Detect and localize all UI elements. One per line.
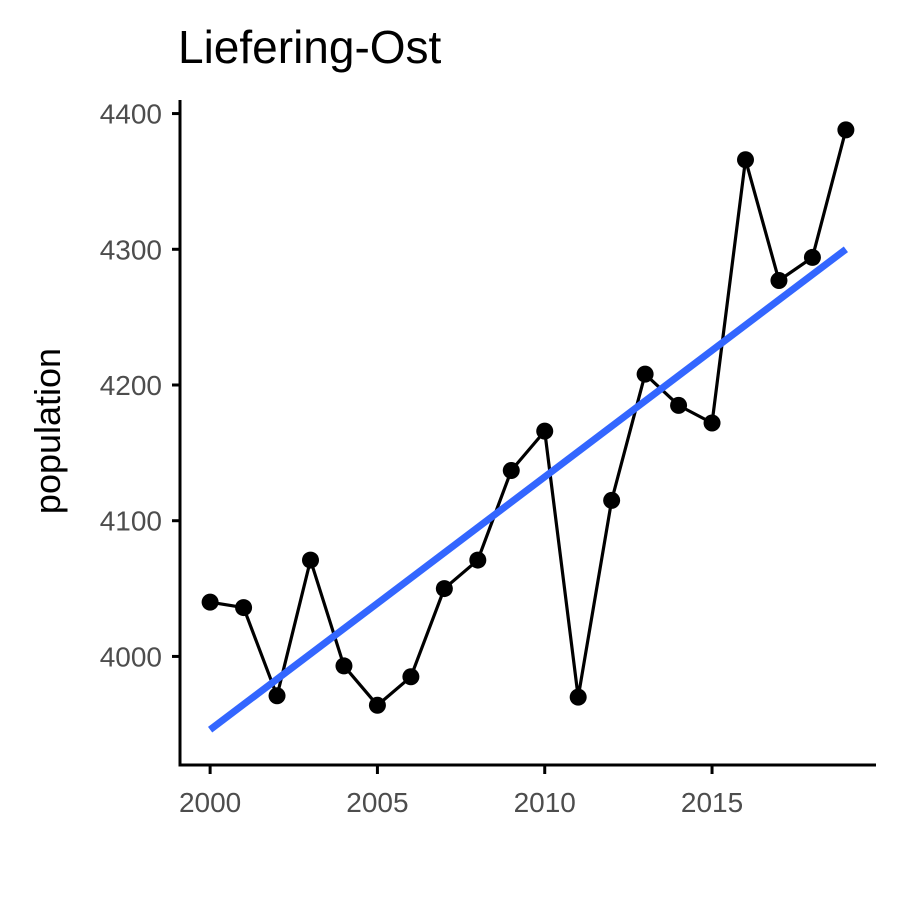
x-tick-label: 2010 [514,787,576,818]
data-point [770,272,788,289]
y-tick-label: 4100 [100,506,162,537]
series-line [209,129,848,707]
data-point [435,580,453,598]
y-axis-label: population [27,348,68,514]
data-point [469,551,487,569]
data-point [703,414,721,432]
data-point [302,551,319,569]
y-axis-ticks: 4000 4100 4200 4300 4400 [100,99,180,672]
plot-area [201,121,855,733]
data-point [235,599,253,617]
data-point [636,365,654,383]
data-point [502,462,520,479]
y-tick-label: 4200 [100,370,162,401]
x-tick-label: 2005 [346,787,408,818]
data-point [603,491,621,509]
data-point [803,248,821,266]
data-point [335,657,353,675]
chart-title: Liefering-Ost [178,21,442,73]
x-tick-label: 2015 [681,787,743,818]
data-point [536,422,554,440]
data-point [268,687,286,705]
data-point [837,121,855,139]
y-tick-label: 4400 [100,99,162,130]
y-tick-label: 4000 [100,641,162,672]
trend-line [208,246,848,733]
data-point [569,688,587,706]
data-point [670,396,688,414]
data-point [201,593,219,611]
x-tick-label: 2000 [179,787,241,818]
data-point [737,151,754,169]
y-tick-label: 4300 [100,234,162,265]
x-axis-ticks: 2000 2005 2010 2015 [179,765,743,818]
data-point [368,696,386,714]
data-point [402,668,420,686]
